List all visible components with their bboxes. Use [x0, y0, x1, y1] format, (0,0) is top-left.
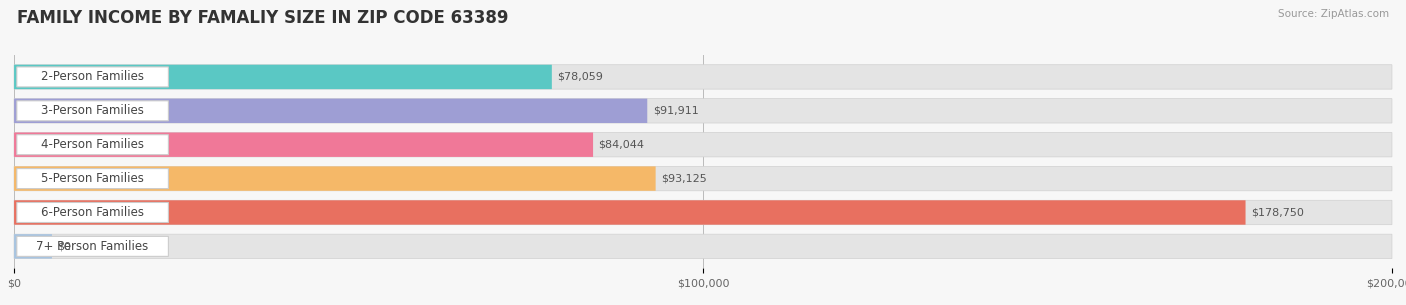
FancyBboxPatch shape: [14, 200, 1246, 225]
FancyBboxPatch shape: [14, 234, 52, 259]
Text: $0: $0: [58, 241, 72, 251]
FancyBboxPatch shape: [17, 67, 169, 87]
FancyBboxPatch shape: [14, 99, 1392, 123]
Text: $84,044: $84,044: [599, 140, 644, 150]
Text: $178,750: $178,750: [1251, 207, 1303, 217]
FancyBboxPatch shape: [14, 65, 1392, 89]
FancyBboxPatch shape: [17, 135, 169, 155]
FancyBboxPatch shape: [14, 234, 1392, 259]
FancyBboxPatch shape: [14, 167, 655, 191]
Text: 7+ Person Families: 7+ Person Families: [37, 240, 149, 253]
FancyBboxPatch shape: [17, 169, 169, 188]
FancyBboxPatch shape: [14, 167, 1392, 191]
Text: $78,059: $78,059: [557, 72, 603, 82]
Text: $91,911: $91,911: [652, 106, 699, 116]
Text: 3-Person Families: 3-Person Families: [41, 104, 143, 117]
Text: 4-Person Families: 4-Person Families: [41, 138, 143, 151]
Text: 2-Person Families: 2-Person Families: [41, 70, 143, 84]
FancyBboxPatch shape: [17, 101, 169, 121]
FancyBboxPatch shape: [14, 65, 551, 89]
Text: $93,125: $93,125: [661, 174, 707, 184]
FancyBboxPatch shape: [14, 132, 1392, 157]
FancyBboxPatch shape: [14, 132, 593, 157]
Text: Source: ZipAtlas.com: Source: ZipAtlas.com: [1278, 9, 1389, 19]
Text: 6-Person Families: 6-Person Families: [41, 206, 143, 219]
Text: 5-Person Families: 5-Person Families: [41, 172, 143, 185]
Text: FAMILY INCOME BY FAMALIY SIZE IN ZIP CODE 63389: FAMILY INCOME BY FAMALIY SIZE IN ZIP COD…: [17, 9, 509, 27]
FancyBboxPatch shape: [14, 200, 1392, 225]
FancyBboxPatch shape: [17, 203, 169, 222]
FancyBboxPatch shape: [14, 99, 647, 123]
FancyBboxPatch shape: [17, 236, 169, 257]
